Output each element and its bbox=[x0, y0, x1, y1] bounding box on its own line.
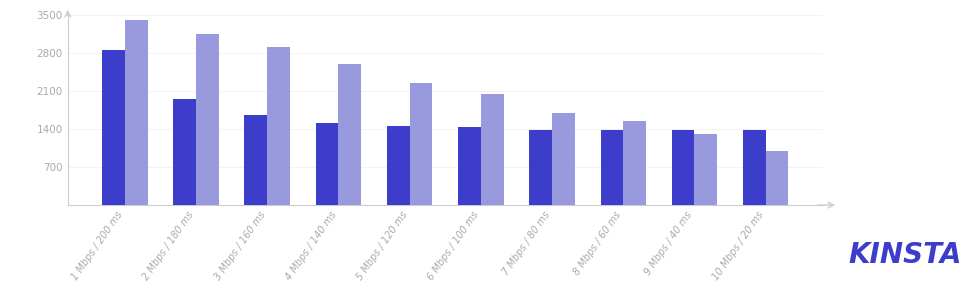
Bar bbox=[316, 123, 339, 205]
Text: KINSTA: KINSTA bbox=[848, 241, 962, 269]
Bar bbox=[339, 64, 361, 205]
Bar bbox=[600, 130, 623, 205]
Bar bbox=[197, 34, 219, 205]
Bar bbox=[387, 126, 409, 205]
Bar bbox=[102, 50, 125, 205]
Bar bbox=[245, 115, 267, 205]
Bar bbox=[125, 20, 148, 205]
Bar bbox=[529, 130, 552, 205]
Bar bbox=[481, 93, 503, 205]
Bar bbox=[267, 47, 290, 205]
Bar bbox=[742, 130, 766, 205]
Bar bbox=[766, 151, 789, 205]
Bar bbox=[672, 130, 694, 205]
Bar bbox=[458, 127, 481, 205]
Bar bbox=[623, 121, 646, 205]
Bar bbox=[173, 99, 197, 205]
Bar bbox=[409, 83, 433, 205]
Bar bbox=[694, 134, 717, 205]
Bar bbox=[552, 113, 575, 205]
